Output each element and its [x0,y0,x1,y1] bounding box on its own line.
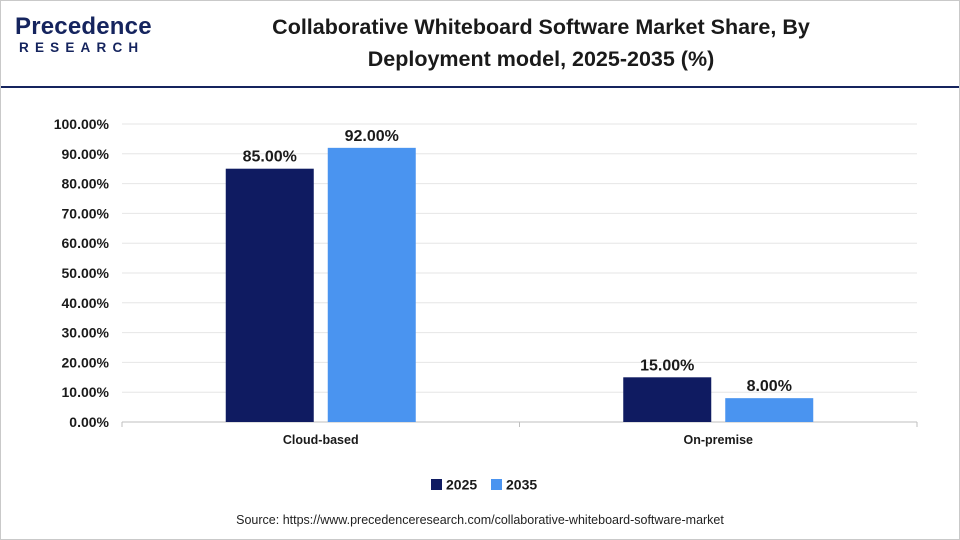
y-tick-label: 10.00% [62,384,110,400]
chart-title: Collaborative Whiteboard Software Market… [191,11,891,75]
data-label: 15.00% [640,357,694,374]
bar-2035-0 [327,147,416,422]
y-tick-label: 30.00% [62,325,110,341]
y-tick-label: 40.00% [62,295,110,311]
precedence-research-logo: Precedence RESEARCH [15,14,165,66]
chart-title-line-2: Deployment model, 2025-2035 (%) [367,47,715,71]
data-label: 8.00% [747,378,792,395]
legend-label: 2025 [446,477,477,493]
y-tick-label: 20.00% [62,354,110,370]
y-tick-label: 80.00% [62,176,110,192]
logo-wordmark: Precedence [15,13,152,40]
header-divider [1,86,959,88]
y-tick-label: 90.00% [62,146,110,162]
bar-2035-1 [725,398,814,422]
chart-title-line-1: Collaborative Whiteboard Software Market… [272,15,810,39]
header: Precedence RESEARCH Collaborative Whiteb… [1,1,959,85]
data-label: 85.00% [243,149,297,166]
legend-swatch-2025 [431,479,442,490]
legend-swatch-2035 [491,479,502,490]
data-label: 92.00% [345,128,399,145]
bar-2025-1 [623,377,712,422]
y-tick-label: 70.00% [62,205,110,221]
y-tick-label: 60.00% [62,235,110,251]
x-tick-label: On-premise [684,433,754,447]
y-tick-label: 50.00% [62,265,110,281]
legend-label: 2035 [506,477,537,493]
y-tick-label: 100.00% [54,116,110,132]
y-tick-label: 0.00% [69,414,109,430]
x-tick-label: Cloud-based [283,433,359,447]
bar-2025-0 [225,168,314,422]
source-note: Source: https://www.precedenceresearch.c… [236,513,724,527]
logo-subtitle: RESEARCH [19,40,145,55]
